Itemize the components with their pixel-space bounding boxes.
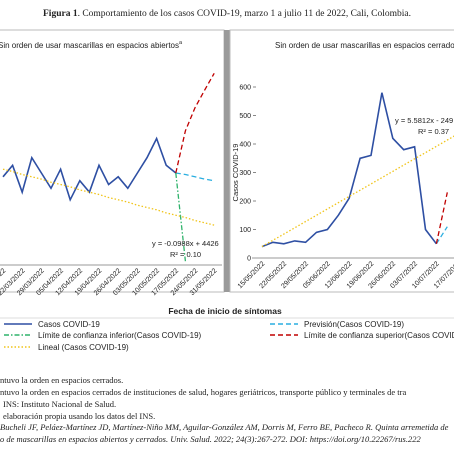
right-panel-frame (229, 29, 454, 293)
regression-annotation: R² = 0.10 (170, 250, 201, 259)
panel-title-sup: a (179, 40, 183, 46)
legend-label: Límite de confianza superior(Casos COVID… (304, 331, 454, 340)
caption-text: . Comportamiento de los casos COVID-19, … (78, 9, 411, 19)
footnote: elaboración propia usando los datos del … (3, 411, 155, 421)
series-line (2, 136, 177, 202)
footnotes: ntuvo la orden en espacios cerrados. ntuv… (0, 375, 449, 444)
figure-caption: Figura 1. Comportamiento de los casos CO… (43, 9, 411, 19)
y-tick-label: 600 (239, 85, 251, 92)
series-line (175, 172, 187, 262)
footnote: o de mascarillas en espacios abiertos y … (0, 434, 421, 444)
footnote: ntuvo la orden en espacios cerrados de i… (0, 387, 406, 397)
y-tick-label: 0 (247, 256, 251, 263)
panel-title-text: Sin orden de usar mascarillas en espacio… (275, 41, 454, 50)
legend-label: Previsión(Casos COVID-19) (304, 320, 404, 329)
series-line (175, 172, 215, 182)
panel-divider (224, 30, 230, 292)
series-line (261, 92, 438, 248)
series-line (435, 192, 448, 244)
y-tick-label: 300 (239, 170, 251, 177)
legend-label: Lineal (Casos COVID-19) (38, 343, 129, 352)
legend: Casos COVID-19 Previsión(Casos COVID-19) L… (4, 320, 454, 352)
y-tick-label: 100 (239, 227, 251, 234)
y-axis-title: Casos COVID-19 (231, 144, 240, 202)
footnote: Bucheli JF, Peláez-Martínez JD, Martínez… (0, 422, 449, 432)
x-axis-title: Fecha de inicio de síntomas (168, 306, 282, 316)
legend-label: Límite de confianza inferior(Casos COVID… (38, 331, 202, 340)
panel-title: Sin orden de usar mascarillas en espacio… (0, 40, 183, 50)
panel-title: Sin orden de usar mascarillas en espacio… (275, 41, 454, 50)
regression-annotation: y = 5.5812x - 249 (395, 116, 453, 125)
y-tick-label: 200 (239, 199, 251, 206)
regression-annotation: R² = 0.37 (418, 127, 449, 136)
footnote: INS: Instituto Nacional de Salud. (3, 399, 116, 409)
y-tick-label: 400 (239, 142, 251, 149)
legend-label: Casos COVID-19 (38, 320, 100, 329)
series-line (435, 226, 448, 245)
footnote: ntuvo la orden en espacios cerrados. (0, 375, 123, 385)
y-tick-label: 500 (239, 113, 251, 120)
caption-label: Figura 1 (43, 9, 78, 19)
series-line (2, 168, 215, 226)
panel-title-text: Sin orden de usar mascarillas en espacio… (0, 41, 179, 50)
regression-annotation: y = -0.0988x + 4426 (152, 239, 219, 248)
series-line (261, 135, 454, 248)
series-line (175, 72, 215, 174)
